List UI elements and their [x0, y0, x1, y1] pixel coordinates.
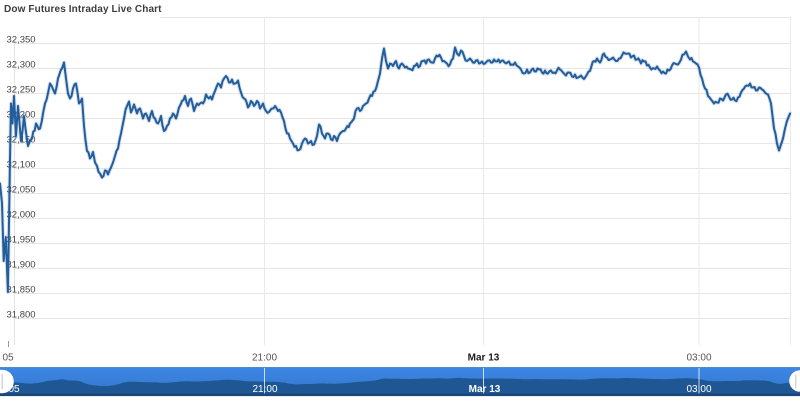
svg-text:31,900: 31,900 — [7, 260, 36, 271]
svg-text:Mar 13: Mar 13 — [468, 353, 500, 364]
svg-text:05: 05 — [2, 353, 14, 364]
svg-text:03:00: 03:00 — [686, 353, 711, 364]
svg-text:05: 05 — [8, 384, 20, 395]
svg-text:32,250: 32,250 — [7, 85, 36, 96]
svg-text:32,300: 32,300 — [7, 60, 36, 71]
svg-text:21:00: 21:00 — [252, 384, 277, 395]
svg-text:31,850: 31,850 — [7, 285, 36, 296]
svg-text:32,100: 32,100 — [7, 160, 36, 171]
svg-text:03:00: 03:00 — [686, 384, 711, 395]
svg-text:32,000: 32,000 — [7, 210, 36, 221]
svg-text:Mar 13: Mar 13 — [469, 384, 501, 395]
svg-text:31,800: 31,800 — [7, 310, 36, 321]
svg-text:32,200: 32,200 — [7, 110, 36, 121]
svg-text:32,350: 32,350 — [7, 35, 36, 46]
svg-text:21:00: 21:00 — [252, 353, 277, 364]
svg-text:Dow Futures Intraday Live Char: Dow Futures Intraday Live Chart — [4, 4, 162, 15]
svg-text:31,950: 31,950 — [7, 235, 36, 246]
svg-text:32,050: 32,050 — [7, 185, 36, 196]
